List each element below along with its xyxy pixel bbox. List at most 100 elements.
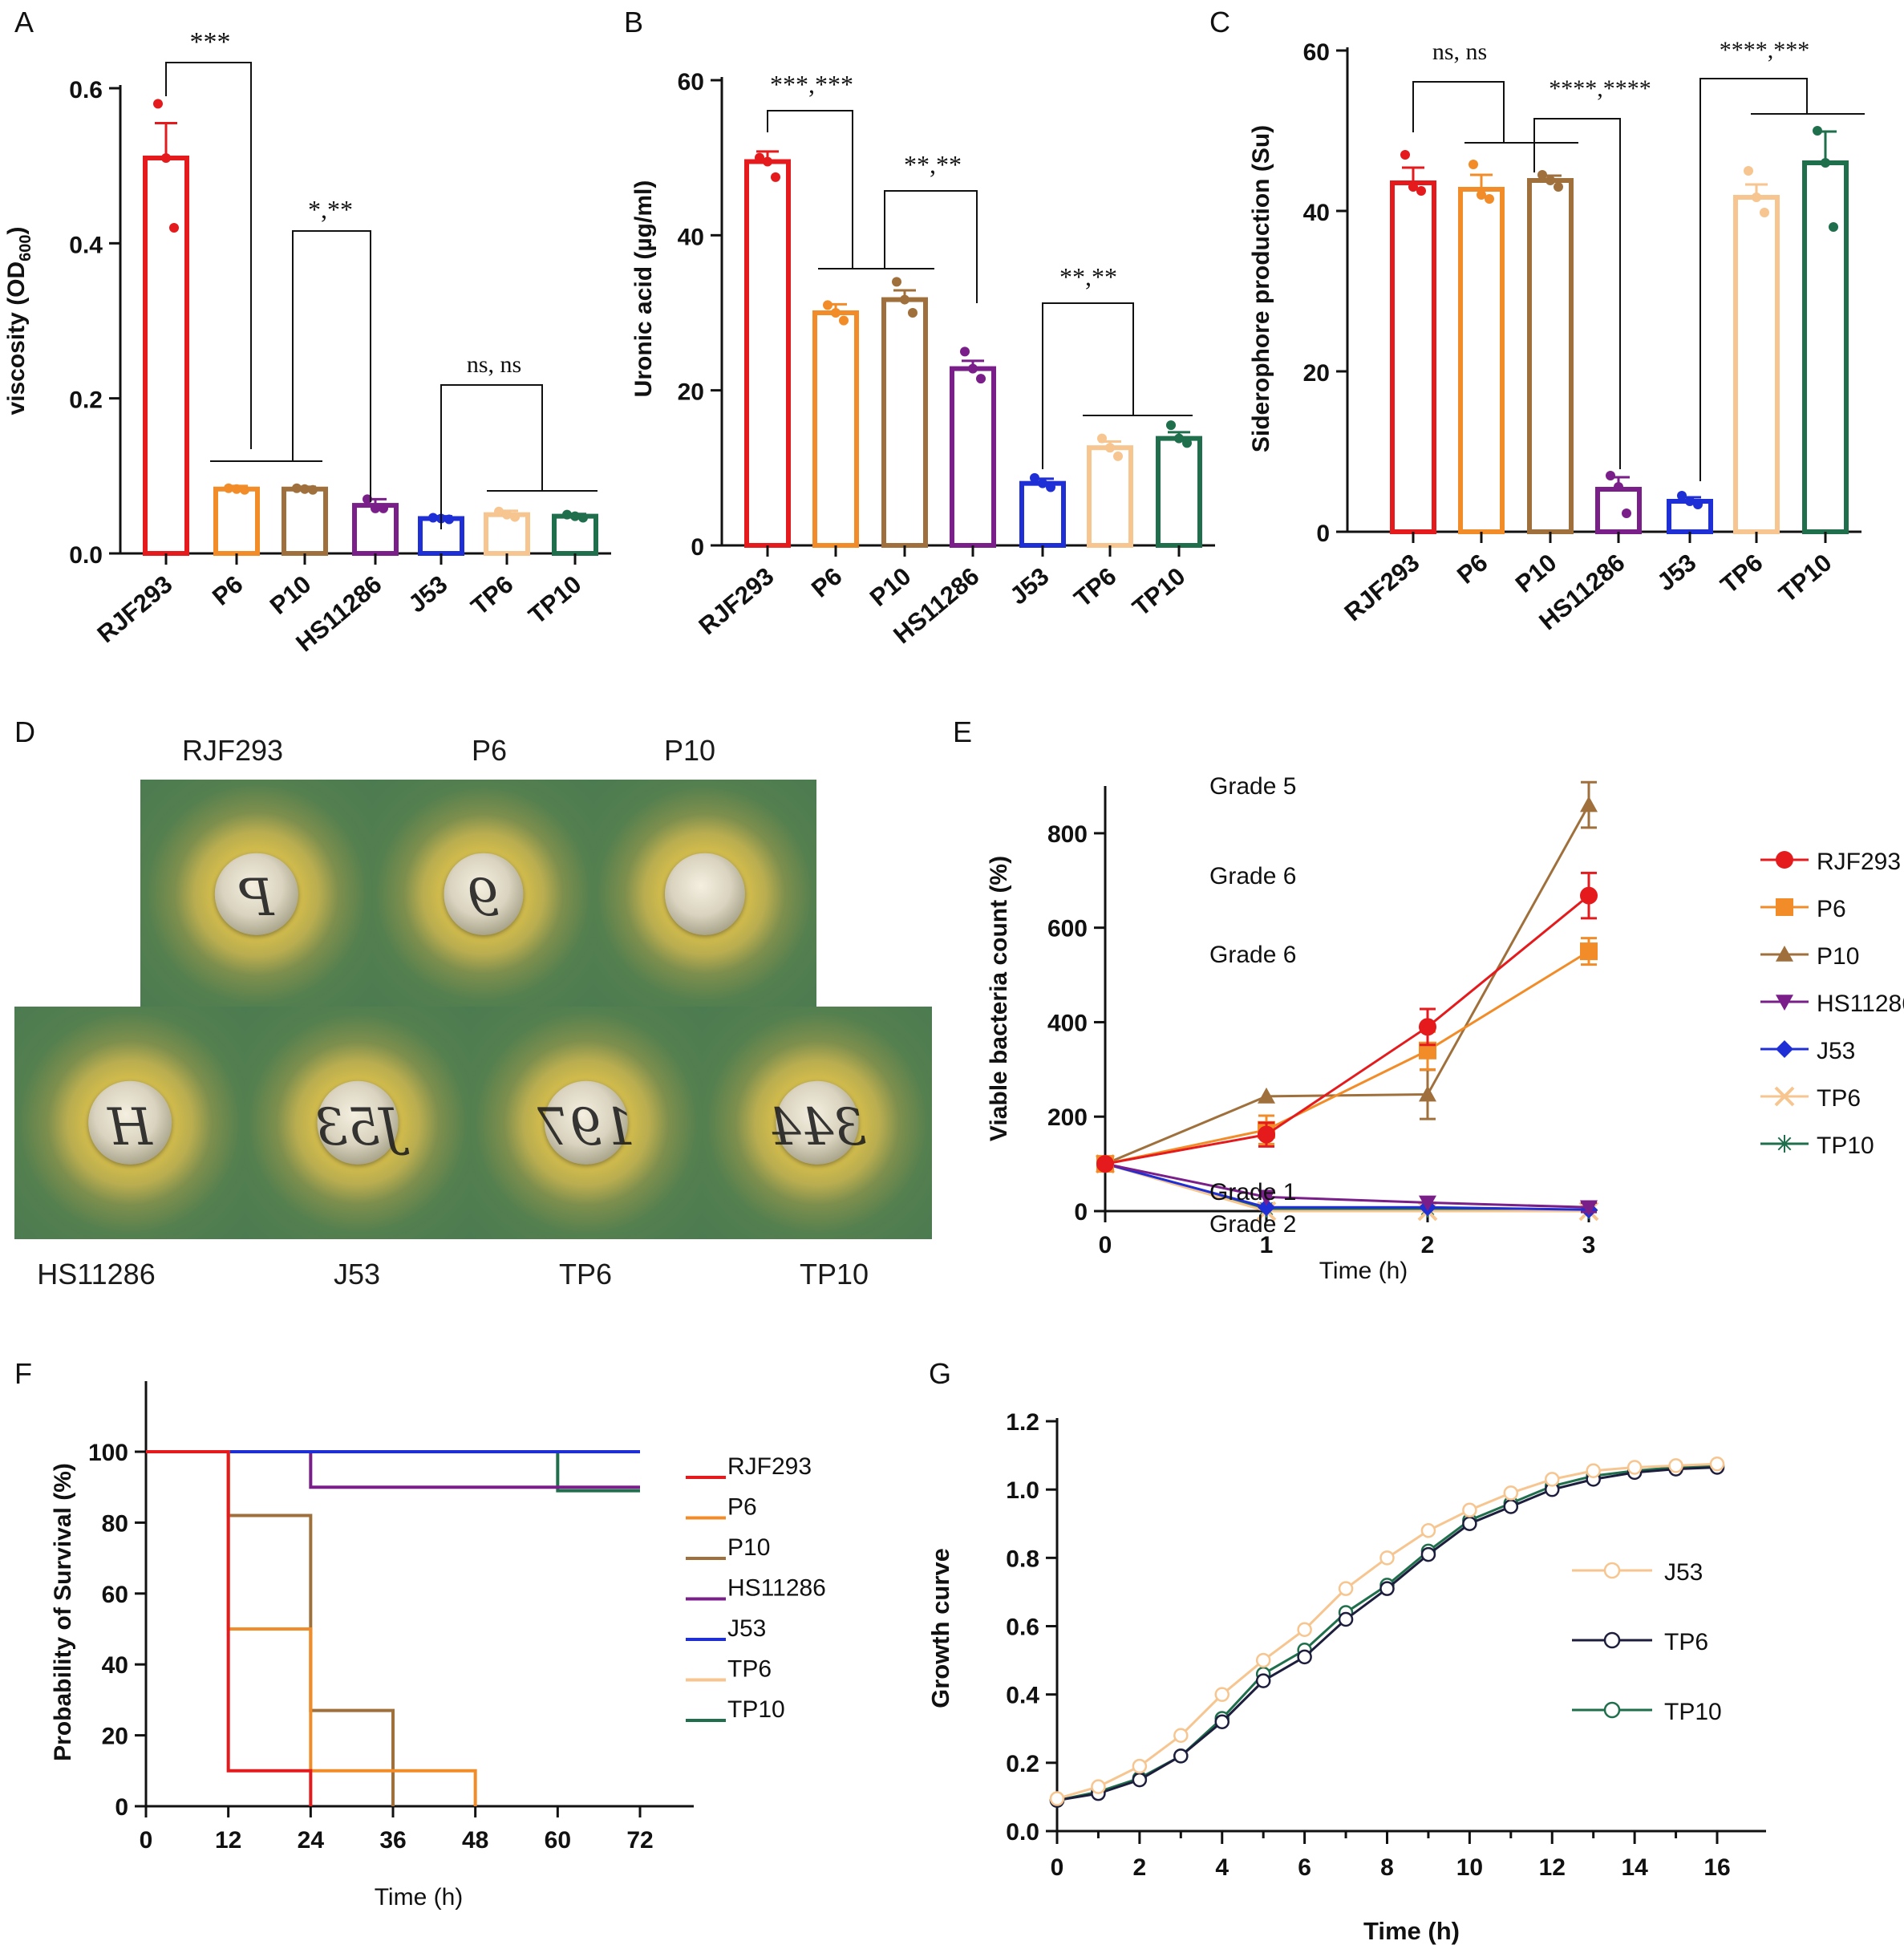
panel-e-y-tick-label: 800 xyxy=(1047,821,1088,848)
panel-g-point-j53 xyxy=(1545,1472,1560,1487)
panel-g-x-tick-label: 6 xyxy=(1298,1854,1311,1881)
panel-a-data-point xyxy=(240,484,249,495)
panel-b-bar-rjf293 xyxy=(744,159,791,548)
panel-g-legend-label: J53 xyxy=(1664,1559,1703,1586)
panel-label-a: A xyxy=(14,6,34,38)
panel-g-series-line-tp6 xyxy=(1056,1465,1718,1802)
panel-g-point-tp6 xyxy=(1173,1748,1189,1764)
panel-f-survival-line-p6 xyxy=(146,1450,477,1806)
panel-a-data-point xyxy=(502,509,512,520)
panel-b-data-point xyxy=(976,374,986,384)
panel-g-point-j53 xyxy=(1503,1485,1519,1501)
panel-c-data-point xyxy=(1744,166,1753,176)
panel-f-legend-label: TP6 xyxy=(727,1656,772,1683)
colony xyxy=(88,1080,172,1165)
panel-e-legend-marker xyxy=(1776,1040,1793,1058)
panel-f-legend-label: TP10 xyxy=(727,1696,785,1723)
panel-c-y-tick-label: 20 xyxy=(1303,360,1330,387)
panel-c-data-point xyxy=(1554,182,1563,192)
panel-a-y-tick-label: 0.4 xyxy=(69,232,103,258)
panel-g-legend-marker xyxy=(1603,1631,1621,1649)
panel-b-bar-p6 xyxy=(812,310,859,548)
panel-b-significance-1: ***,*** xyxy=(770,70,853,99)
panel-e-legend-marker xyxy=(1776,898,1793,916)
panel-g-y-axis-label: Growth curve xyxy=(926,1548,954,1708)
panel-a-data-point xyxy=(578,513,588,523)
plate-label-j53: J53 xyxy=(333,1258,381,1291)
panel-a-data-point xyxy=(232,484,241,494)
panel-label-f: F xyxy=(14,1357,32,1390)
panel-g-point-j53 xyxy=(1709,1456,1725,1472)
panel-c-data-point xyxy=(1606,471,1615,480)
panel-c-bar-tp10 xyxy=(1802,160,1849,534)
panel-c-data-point xyxy=(1752,192,1761,202)
panel-a-data-point xyxy=(379,503,388,513)
panel-e-legend-label: TP6 xyxy=(1817,1085,1861,1112)
y-label-end: ) xyxy=(3,226,30,234)
plate-tp10: 344 xyxy=(703,1007,932,1239)
panel-e-series-line-p6 xyxy=(1104,950,1590,1165)
panel-b-x-tick-label: TP6 xyxy=(1068,562,1121,613)
panel-g-y-tick-label: 1.0 xyxy=(1006,1477,1039,1504)
panel-f-y-tick-label: 40 xyxy=(102,1652,128,1679)
panel-a-x-tick-label: RJF293 xyxy=(92,570,178,649)
panel-f-x-tick-label: 72 xyxy=(626,1827,653,1854)
panel-g-point-j53 xyxy=(1379,1550,1395,1566)
panel-a-significance-3: ns, ns xyxy=(467,351,521,378)
panel-g-x-tick-label: 4 xyxy=(1215,1854,1229,1881)
panel-g-x-tick-label: 14 xyxy=(1621,1854,1648,1881)
panel-b-data-point xyxy=(1182,438,1192,448)
panel-c-bracket-3 xyxy=(1699,78,1808,481)
panel-e-legend-marker xyxy=(1776,1135,1793,1153)
panel-f-x-tick-label: 60 xyxy=(545,1827,571,1854)
panel-g-point-j53 xyxy=(1214,1687,1229,1702)
y-label-subscript: 600 xyxy=(17,234,34,261)
panel-c-y-tick-label: 0 xyxy=(1316,521,1330,547)
panel-f-legend-label: P6 xyxy=(727,1494,757,1521)
panel-b-data-point xyxy=(968,363,978,374)
panel-e-y-tick-label: 200 xyxy=(1047,1104,1088,1131)
panel-b-bracket-1 xyxy=(767,110,853,269)
panel-c-y-tick-label: 40 xyxy=(1303,200,1330,226)
panel-c-data-point xyxy=(1614,482,1623,492)
panel-e-series-line-hs11286 xyxy=(1104,1162,1590,1209)
colony xyxy=(664,853,746,935)
panel-b-x-tick-label: RJF293 xyxy=(694,562,780,641)
panel-label-b: B xyxy=(624,6,643,38)
panel-a-bracket-2 xyxy=(292,230,371,502)
panel-e-legend-marker xyxy=(1776,946,1793,962)
panel-b-data-point xyxy=(1046,482,1055,492)
panel-g-y-tick-label: 0.2 xyxy=(1006,1751,1039,1777)
plate-label-p6: P6 xyxy=(471,734,508,767)
panel-g-x-tick-label: 16 xyxy=(1703,1854,1730,1881)
panel-c-bracket-1 xyxy=(1412,81,1505,143)
panel-b-y-tick-label: 60 xyxy=(678,69,704,95)
panel-g-legend-marker xyxy=(1603,1701,1621,1719)
panel-b-data-point xyxy=(1166,420,1176,431)
panel-a-data-point xyxy=(371,503,380,513)
panel-c-data-point xyxy=(1485,194,1494,204)
panel-c-data-point xyxy=(1537,170,1547,180)
panel-e-point-p10 xyxy=(1258,1087,1275,1104)
panel-a-data-point xyxy=(510,512,520,522)
panel-f-y-tick-label: 0 xyxy=(115,1794,128,1821)
panel-g-point-j53 xyxy=(1338,1581,1354,1596)
panel-e-legend-marker xyxy=(1774,1086,1795,1107)
panel-g-x-tick-label: 0 xyxy=(1051,1854,1064,1881)
panel-f-y-tick-label: 20 xyxy=(102,1724,128,1750)
plate-hs11286: H xyxy=(14,1007,245,1239)
panel-c-bar-tp6 xyxy=(1733,195,1780,534)
panel-b-x-tick-label: J53 xyxy=(1004,562,1054,610)
panel-c-data-point xyxy=(1477,190,1486,200)
panel-c-data-point xyxy=(1469,160,1478,169)
plate-label-tp6: TP6 xyxy=(558,1258,613,1291)
panel-f-x-tick-label: 24 xyxy=(298,1827,325,1854)
panel-a-data-point xyxy=(224,483,233,493)
panel-b-y-tick-label: 40 xyxy=(678,224,704,250)
panel-a-data-point xyxy=(161,153,171,163)
panel-a-y-tick-label: 0.6 xyxy=(69,77,103,103)
panel-g-point-j53 xyxy=(1173,1728,1189,1744)
panel-c-data-point xyxy=(1677,491,1687,500)
panel-label-d: D xyxy=(14,715,35,748)
